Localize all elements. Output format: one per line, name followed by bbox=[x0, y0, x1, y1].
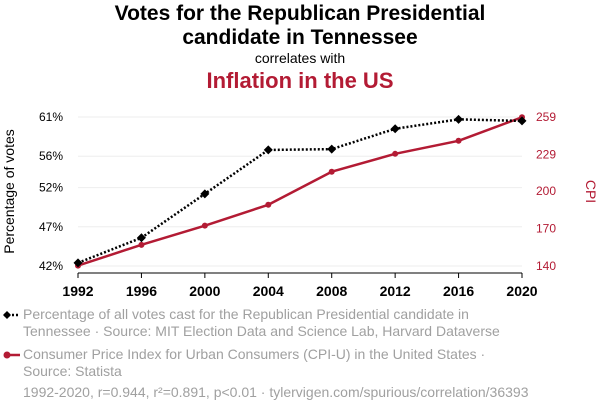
y-right-tick-label: 200 bbox=[536, 184, 556, 198]
chart-subtitle: Inflation in the US bbox=[206, 68, 394, 93]
legend-series1-line1: Percentage of all votes cast for the Rep… bbox=[23, 306, 469, 322]
chart-title-line1: Votes for the Republican Presidential bbox=[114, 2, 486, 25]
series2-line bbox=[77, 116, 523, 267]
y-left-axis-label: Percentage of votes bbox=[1, 129, 17, 254]
series2-point bbox=[328, 168, 335, 175]
x-tick-label: 2020 bbox=[506, 283, 537, 299]
series1-point bbox=[136, 233, 146, 243]
legend-series1: Percentage of all votes cast for the Rep… bbox=[23, 306, 500, 340]
x-tick-label: 1996 bbox=[126, 283, 157, 299]
x-tick-label: 2000 bbox=[189, 283, 220, 299]
footer-stats: 1992-2020, r=0.944, r²=0.891, p<0.01 · t… bbox=[23, 384, 529, 400]
series2-point bbox=[138, 241, 145, 248]
series1-point bbox=[517, 116, 527, 126]
chart-title-line2: candidate in Tennessee bbox=[182, 26, 418, 49]
y-left-tick-label: 52% bbox=[39, 181, 63, 195]
x-tick-label: 2004 bbox=[253, 283, 284, 299]
correlates-text: correlates with bbox=[254, 50, 346, 66]
legend-series2: Consumer Price Index for Urban Consumers… bbox=[23, 346, 485, 380]
x-tick-label: 2012 bbox=[380, 283, 411, 299]
series1-point bbox=[200, 189, 210, 199]
series-lines bbox=[77, 116, 523, 267]
legend-series1-marker bbox=[3, 311, 11, 319]
legend-series2-line1: Consumer Price Index for Urban Consumers… bbox=[23, 346, 486, 362]
y-left-tick-label: 61% bbox=[39, 110, 63, 124]
grid bbox=[78, 116, 522, 267]
x-tick-label: 1992 bbox=[62, 283, 93, 299]
series2-point bbox=[455, 137, 462, 144]
y-left-tick-label: 42% bbox=[39, 259, 63, 273]
axes: 42% 47% 52% 56% 61% 140 170 200 229 259 1992 1996 20… bbox=[1, 110, 599, 299]
y-left-tick-label: 47% bbox=[39, 220, 63, 234]
y-left-tick-label: 56% bbox=[39, 149, 63, 163]
series1-point bbox=[454, 114, 464, 124]
y-right-tick-label: 140 bbox=[536, 259, 556, 273]
y-right-tick-label: 259 bbox=[536, 110, 556, 124]
series1-point bbox=[327, 144, 337, 154]
series1-line bbox=[77, 118, 523, 265]
y-right-tick-label: 170 bbox=[536, 221, 556, 235]
legend-series2-marker bbox=[3, 351, 11, 359]
series1-point bbox=[73, 258, 83, 268]
series2-point bbox=[392, 150, 399, 157]
series2-point bbox=[201, 222, 208, 229]
series1-point bbox=[390, 124, 400, 134]
legend-series1-line2: Tennessee · Source: MIT Election Data an… bbox=[23, 323, 500, 339]
series1-point bbox=[263, 145, 273, 155]
legend-series2-line2: Source: Statista bbox=[23, 363, 122, 379]
x-tick-label: 2016 bbox=[443, 283, 474, 299]
y-right-axis-label: CPI bbox=[583, 180, 599, 203]
y-right-tick-label: 229 bbox=[536, 148, 556, 162]
series2-point bbox=[265, 201, 272, 208]
x-tick-label: 2008 bbox=[316, 283, 347, 299]
series-markers bbox=[73, 114, 527, 269]
legend-markers bbox=[3, 311, 20, 359]
